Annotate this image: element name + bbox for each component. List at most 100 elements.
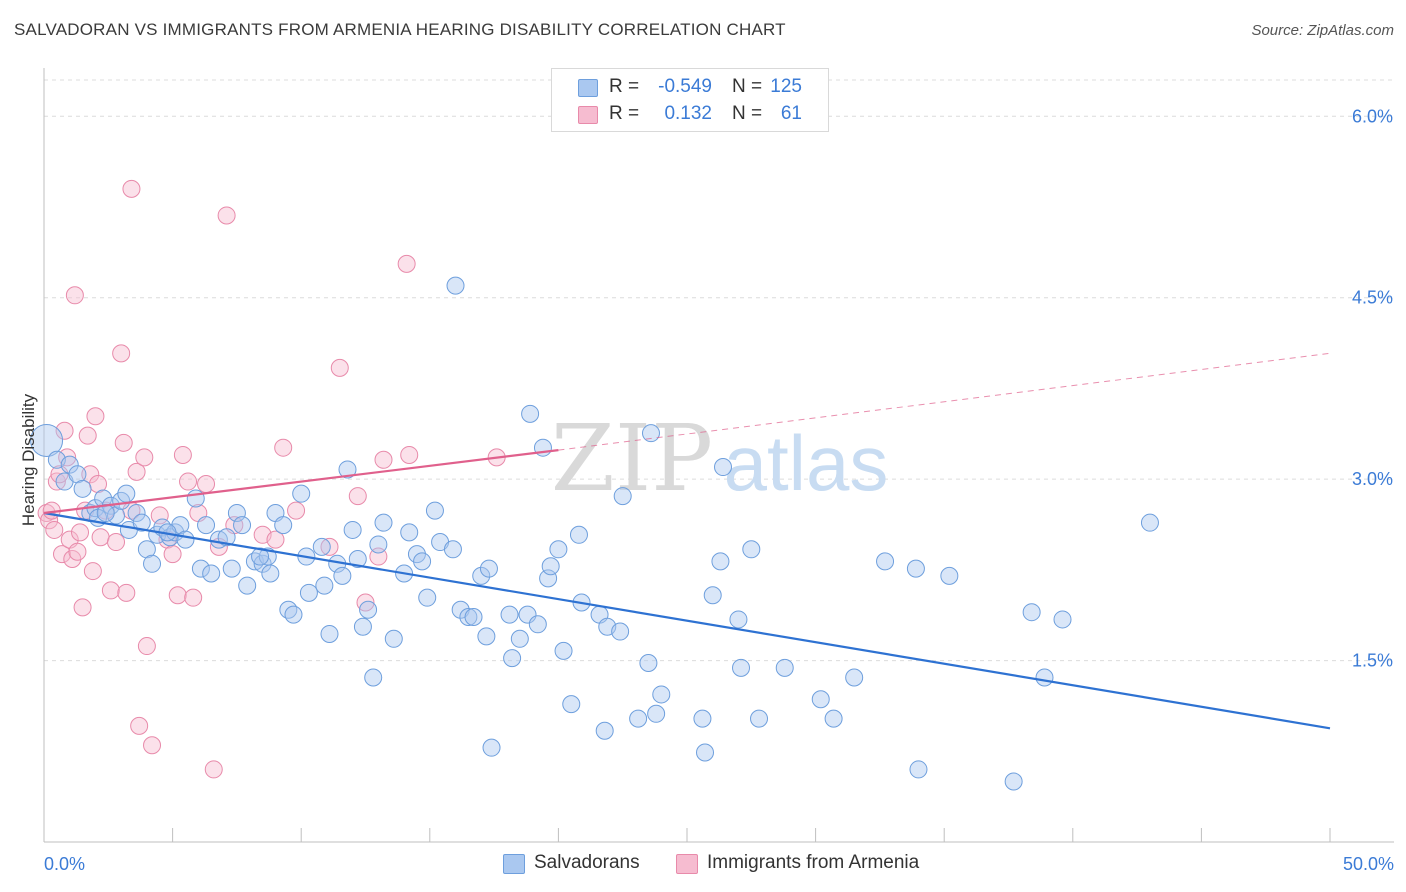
salvadoran-point <box>477 627 496 646</box>
bottom-legend-label: Immigrants from Armenia <box>707 852 920 873</box>
armenia-trend-extension <box>558 352 1331 451</box>
salvadoran-point <box>202 564 221 583</box>
armenia-point <box>179 472 198 491</box>
armenia-point <box>163 545 182 564</box>
salvadoran-point <box>639 653 658 672</box>
x-tick-label: 0.0% <box>44 854 85 874</box>
salvadoran-point <box>137 540 156 559</box>
armenia-point <box>83 562 102 581</box>
salvadoran-point <box>750 709 769 728</box>
watermark-atlas: atlas <box>724 419 889 507</box>
armenia-point <box>217 206 236 225</box>
legend-n-label: N = <box>732 103 763 124</box>
armenia-point <box>53 545 72 564</box>
armenia-point <box>400 445 419 464</box>
armenia-trend-line <box>43 449 559 515</box>
y-tick-label: 4.5% <box>1352 288 1393 308</box>
salvadoran-point <box>400 523 419 542</box>
salvadoran-point <box>479 559 498 578</box>
armenia-point <box>397 254 416 273</box>
salvadoran-point <box>261 564 280 583</box>
salvadoran-point <box>343 520 362 539</box>
watermark: ZIP atlas <box>551 405 888 512</box>
legend-n-label: N = <box>732 76 763 97</box>
armenia-point <box>143 736 162 755</box>
salvadoran-point <box>811 690 830 709</box>
legend-r-value: -0.549 <box>658 76 712 97</box>
salvadoran-point <box>554 641 573 660</box>
salvadoran-point <box>299 583 318 602</box>
salvadoran-point <box>500 605 519 624</box>
armenia-point <box>287 501 306 520</box>
salvadoran-point <box>1053 610 1072 629</box>
salvadoran-point <box>279 600 298 619</box>
salvadoran-point <box>132 513 151 532</box>
salvadoran-point <box>629 709 648 728</box>
salvadoran-point <box>68 465 87 484</box>
salvadoran-point <box>222 559 241 578</box>
armenia-point <box>330 358 349 377</box>
legend-row-armenia: R = 0.132 N = 61 <box>552 101 828 128</box>
armenia-point <box>55 421 74 440</box>
legend-r-value: 0.132 <box>664 103 712 124</box>
armenia-point <box>204 760 223 779</box>
salvadoran-point <box>384 629 403 648</box>
salvadoran-point <box>1022 603 1041 622</box>
salvadoran-point <box>333 566 352 585</box>
salvadoran-point <box>292 484 311 503</box>
salvadoran-point <box>191 559 210 578</box>
axes <box>43 68 1394 843</box>
tick-labels: 1.5% 3.0% 4.5% 6.0% 0.0% 50.0% <box>44 106 1394 874</box>
salvadoran-point <box>482 738 501 757</box>
salvadoran-point <box>73 479 92 498</box>
y-tick-label: 6.0% <box>1352 106 1393 126</box>
salvadoran-point <box>521 404 540 423</box>
salvadoran-point <box>359 600 378 619</box>
salvadoran-point <box>472 566 491 585</box>
armenia-point <box>68 542 87 561</box>
salvadoran-point <box>940 566 959 585</box>
salvadoran-point <box>742 540 761 559</box>
salvadoran-point <box>425 501 444 520</box>
salvadoran-point <box>315 576 334 595</box>
salvadoran-point <box>729 610 748 629</box>
armenia-point <box>45 520 64 539</box>
armenia-point <box>173 445 192 464</box>
armenia-point <box>112 344 131 363</box>
salvadoran-point <box>714 458 733 477</box>
salvadoran-point <box>369 535 388 554</box>
trend-lines <box>43 352 1331 730</box>
salvadoran-point <box>775 658 794 677</box>
armenia-point <box>130 716 149 735</box>
watermark-zip: ZIP <box>551 405 713 512</box>
armenia-point <box>47 472 66 491</box>
salvadoran-point <box>117 484 136 503</box>
salvadoran-point <box>197 516 216 535</box>
salvadoran-point <box>348 549 367 568</box>
legend-n-value: 61 <box>780 103 802 124</box>
armenia-point <box>101 581 120 600</box>
salvadoran-point <box>186 489 205 508</box>
armenia-point <box>81 465 100 484</box>
salvadoran-point <box>320 624 339 643</box>
armenia-point <box>78 426 97 445</box>
bottom-legend-label: Salvadorans <box>534 852 640 873</box>
bottom-legend-swatch-blue <box>503 854 525 874</box>
salvadoran-point <box>217 528 236 547</box>
salvadoran-point <box>909 760 928 779</box>
salvadoran-point <box>703 586 722 605</box>
armenia-point <box>197 474 216 493</box>
salvadoran-point <box>641 424 660 443</box>
salvadoran-point <box>562 695 581 714</box>
y-axis-label: Hearing Disability <box>19 393 38 526</box>
salvadoran-point <box>94 489 113 508</box>
correlation-legend: R = -0.549 N = 125 R = 0.132 N = 61 <box>551 68 829 132</box>
bottom-legend-swatch-pink <box>676 854 698 874</box>
salvadoran-point <box>238 576 257 595</box>
armenia-point <box>356 593 375 612</box>
armenia-point <box>137 637 156 656</box>
armenia-point <box>71 523 90 542</box>
salvadoran-point <box>1140 513 1159 532</box>
armenia-point <box>135 448 154 467</box>
salvadoran-point <box>696 743 715 762</box>
